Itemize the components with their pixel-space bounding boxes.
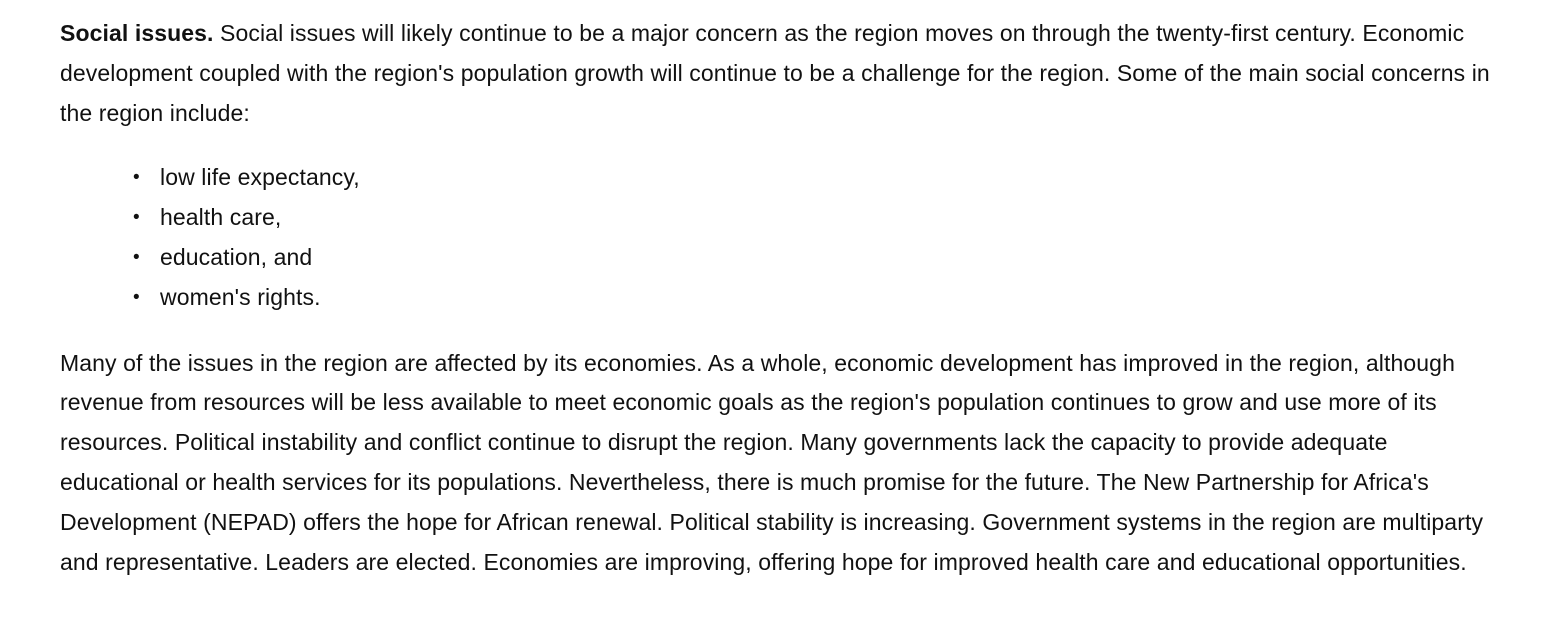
- list-item-text: health care,: [160, 204, 282, 231]
- intro-paragraph: Social issues. Social issues will likely…: [60, 14, 1500, 133]
- list-item-text: women's rights.: [160, 283, 321, 310]
- list-item-text: education, and: [160, 243, 313, 270]
- bullet-icon: •: [133, 167, 140, 189]
- list-item: • women's rights.: [133, 278, 1500, 318]
- list-item: • health care,: [133, 198, 1500, 238]
- concerns-list: • low life expectancy, • health care, • edu…: [60, 158, 1500, 317]
- bullet-icon: •: [133, 207, 140, 229]
- section-lead: Social issues.: [60, 20, 214, 46]
- intro-text: Social issues will likely continue to be…: [60, 20, 1490, 126]
- list-item-text: low life expectancy,: [160, 164, 360, 191]
- article-content: Social issues. Social issues will likely…: [60, 14, 1500, 582]
- body-paragraph: Many of the issues in the region are aff…: [60, 349, 1484, 575]
- bullet-icon: •: [133, 286, 140, 308]
- bullet-icon: •: [133, 246, 140, 268]
- list-item: • education, and: [133, 238, 1500, 278]
- list-item: • low life expectancy,: [133, 158, 1500, 198]
